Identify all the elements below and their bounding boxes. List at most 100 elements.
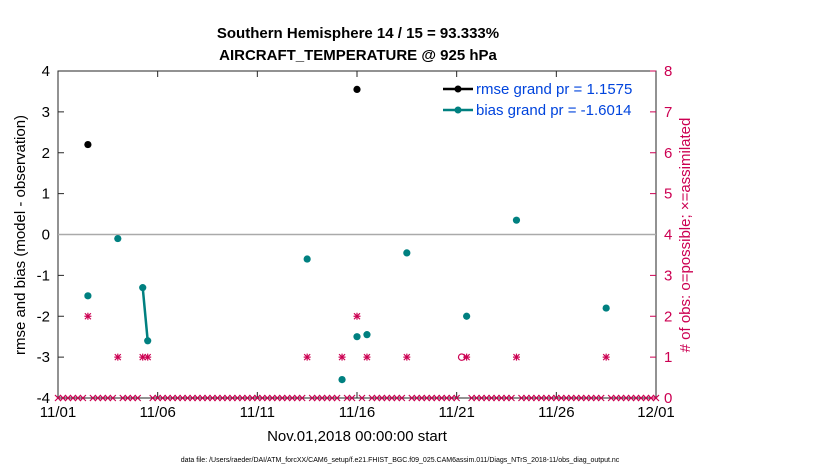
y-right-tick-label: 8 <box>664 63 672 80</box>
obs-zero-marker <box>283 394 291 402</box>
obs-zero-marker <box>94 394 102 402</box>
obs-zero-marker <box>79 394 87 402</box>
x-tick-label: 11/06 <box>139 404 175 421</box>
obs-zero-marker <box>493 394 500 402</box>
obs-zero-marker <box>233 394 241 402</box>
obs-zero-marker <box>423 394 431 402</box>
y-tick-label: 2 <box>42 145 50 162</box>
y-right-tick-label: 2 <box>664 308 672 325</box>
obs-zero-marker <box>483 394 490 402</box>
x-tick-label: 12/01 <box>637 404 675 421</box>
obs-zero-marker <box>258 394 266 402</box>
bias-point <box>512 216 521 224</box>
obs-zero-marker <box>89 394 97 402</box>
obs-zero-marker <box>318 394 326 402</box>
obs-zero-marker <box>124 394 132 402</box>
obs-zero-marker <box>557 394 565 402</box>
obs-zero-marker <box>209 394 216 402</box>
obs-zero-marker <box>243 394 251 402</box>
obs-zero-marker <box>378 394 386 402</box>
obs-zero-marker <box>523 394 530 402</box>
obs-zero-marker <box>582 394 590 402</box>
rmse-point <box>353 85 361 93</box>
bias-point <box>139 284 147 292</box>
y-right-tick-label: 6 <box>664 145 672 162</box>
bias-point <box>602 304 610 312</box>
obs-zero-marker <box>547 394 555 402</box>
y-axis-right: 0 1 2 3 4 5 6 7 8 <box>650 63 672 407</box>
obs-zero-marker <box>189 394 196 402</box>
obs-zero-marker <box>248 394 256 402</box>
x-axis-label: Nov.01,2018 00:00:00 start <box>267 428 448 445</box>
obs-zero-marker <box>617 394 625 402</box>
obs-zero-marker <box>468 394 476 402</box>
obs-zero-marker <box>383 394 391 402</box>
y-right-tick-label: 1 <box>664 349 672 366</box>
y-tick-label: -3 <box>37 349 50 366</box>
obs-zero-marker <box>214 394 221 402</box>
obs-zero-marker <box>627 394 635 402</box>
obs-zero-marker <box>428 394 436 402</box>
y-axis-left: -4 -3 -2 -1 0 1 2 3 4 <box>37 63 64 407</box>
obs-zero-marker <box>408 394 416 402</box>
obs-zero-marker <box>199 394 206 402</box>
obs-zero-marker <box>298 394 306 402</box>
obs-zero-marker <box>288 394 296 402</box>
obs-zero-marker <box>253 394 261 402</box>
y-tick-label: -2 <box>37 308 50 325</box>
obs-zero-marker <box>518 394 525 402</box>
obs-zero-marker <box>478 394 486 402</box>
obs-zero-marker <box>567 394 575 402</box>
x-tick-label: 11/16 <box>339 404 375 421</box>
obs-zero-marker <box>69 394 77 402</box>
obs-zero-marker <box>537 394 545 402</box>
obs-possible-marker <box>457 353 466 361</box>
x-axis: 11/01 11/06 11/11 11/16 11/21 11/26 12/01 <box>40 71 675 421</box>
obs-zero-marker <box>562 394 570 402</box>
obs-zero-marker <box>443 394 451 402</box>
bias-line-segment <box>141 287 149 341</box>
obs-zero-marker <box>473 394 481 402</box>
obs-zero-marker <box>169 394 177 402</box>
obs-zero-marker <box>647 394 655 402</box>
obs-zero-marker <box>273 394 281 402</box>
obs-zero-marker <box>388 394 396 402</box>
obs-zero-marker <box>592 394 600 402</box>
obs-zero-marker <box>119 394 127 402</box>
obs-zero-marker <box>224 394 231 402</box>
obs-zero-marker <box>373 394 381 402</box>
obs-zero-marker <box>194 394 201 402</box>
obs-zero-marker <box>278 394 286 402</box>
obs-zero-marker <box>219 394 226 402</box>
legend-bias-label: bias grand pr = -1.6014 <box>476 102 632 119</box>
legend-bias-marker <box>454 106 462 114</box>
obs-zero-marker <box>293 394 301 402</box>
obs-zero-marker <box>448 394 456 402</box>
obs-zero-marker <box>333 394 341 402</box>
obs-zero-marker <box>228 394 236 402</box>
obs-zero-marker <box>54 394 62 402</box>
y-right-tick-label: 4 <box>664 227 672 244</box>
legend-rmse-marker <box>454 85 462 93</box>
obs-zero-marker <box>418 394 426 402</box>
obs-zero-marker <box>308 394 316 402</box>
y-tick-label: 0 <box>42 227 50 244</box>
obs-zero-marker <box>263 394 271 402</box>
obs-zero-marker <box>542 394 550 402</box>
bias-point <box>353 333 361 341</box>
rmse-point <box>84 140 92 149</box>
obs-zero-marker <box>238 394 246 402</box>
obs-zero-marker <box>642 394 650 402</box>
x-tick-label: 11/01 <box>40 404 76 421</box>
footnote: data file: /Users/raeder/DAI/ATM_forcXX/… <box>181 457 620 464</box>
bias-point <box>403 249 411 257</box>
obs-zero-marker <box>174 394 182 402</box>
chart-title: Southern Hemisphere 14 / 15 = 93.333% <box>217 25 499 42</box>
y-tick-label: 3 <box>42 104 50 121</box>
obs-zero-marker <box>612 394 620 402</box>
obs-zero-marker <box>393 394 401 402</box>
y-right-tick-label: 3 <box>664 267 672 284</box>
obs-zero-marker <box>109 394 117 402</box>
y-tick-label: 4 <box>42 63 50 80</box>
y-tick-label: -4 <box>37 390 50 407</box>
